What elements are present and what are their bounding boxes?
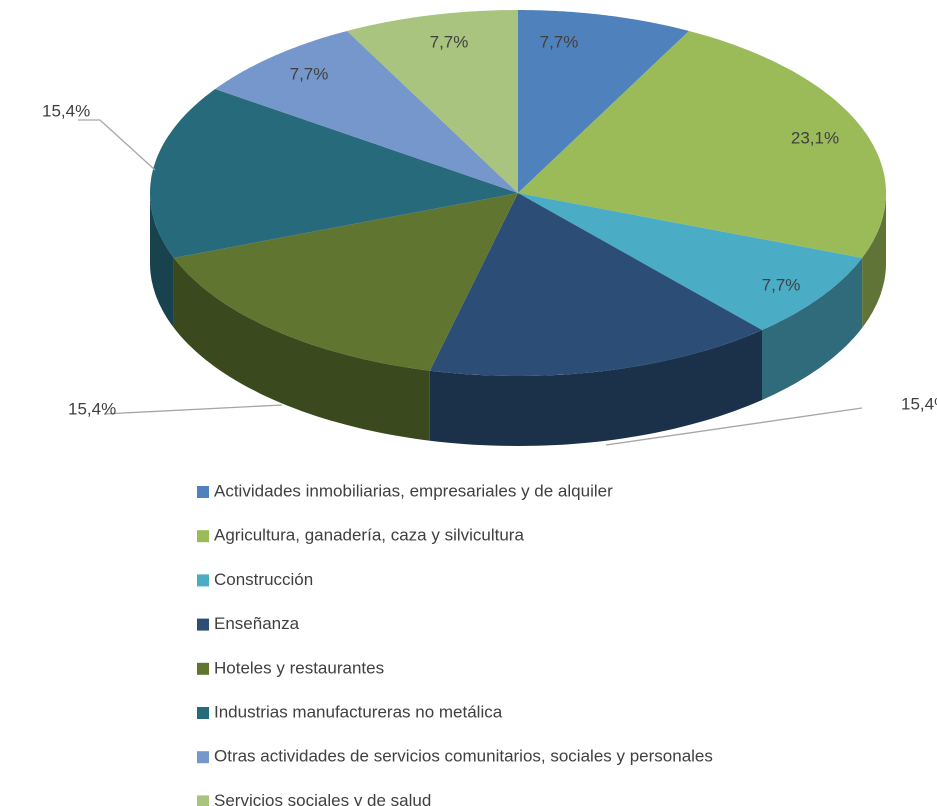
slice-side [762,257,863,400]
legend-label: Construcción [214,570,313,589]
data-label: 15,4% [68,399,116,418]
slice-side [173,257,430,441]
pie-tops [150,10,886,376]
pie-sides [150,193,886,446]
slice-side [150,193,174,328]
legend-label: Hoteles y restaurantes [214,658,384,677]
legend-label: Agricultura, ganadería, caza y silvicult… [214,526,524,545]
slice-side [429,330,762,446]
legend-label: Enseñanza [214,614,300,633]
legend-swatch [197,707,209,719]
slice-top [347,10,518,193]
slice-side-group [862,193,886,328]
legend-swatch [197,751,209,764]
legend-swatch [197,795,209,806]
slice-top [215,31,518,193]
slice-side-group [429,330,762,446]
legend-swatch [197,662,209,675]
leader-line [103,404,283,415]
legend-swatch [197,618,209,631]
legend-label: Otras actividades de servicios comunitar… [214,747,713,766]
data-label: 7,7% [762,275,801,294]
slice-side-group [762,257,863,400]
legend-swatch [197,530,209,543]
slice-top [173,193,518,371]
slice-side-group [173,257,430,441]
legend-swatch [197,486,209,498]
slice-top [518,31,886,258]
slice-top [150,89,518,258]
legend-swatch [197,574,209,587]
legend: Actividades inmobiliarias, empresariales… [197,481,713,806]
slice-top [429,193,762,376]
legend-label: Industrias manufactureras no metálica [214,702,503,721]
data-labels: 7,7% 23,1% 7,7% 15,4% 15,4% 15,4% 7,7% 7,7% [42,32,937,418]
data-label: 7,7% [540,32,579,51]
data-label: 7,7% [430,32,469,51]
slice-side [862,193,886,328]
data-label: 15,4% [901,394,937,413]
slice-top [518,10,689,193]
data-label: 15,4% [42,101,90,120]
data-label: 7,7% [290,64,329,83]
slice-top [518,193,863,330]
legend-label: Servicios sociales y de salud [214,791,431,806]
data-label: 23,1% [791,128,839,147]
leader-line [605,407,863,446]
leader-line [78,119,156,171]
legend-label: Actividades inmobiliarias, empresariales… [214,481,613,500]
slice-side-group [150,193,174,328]
